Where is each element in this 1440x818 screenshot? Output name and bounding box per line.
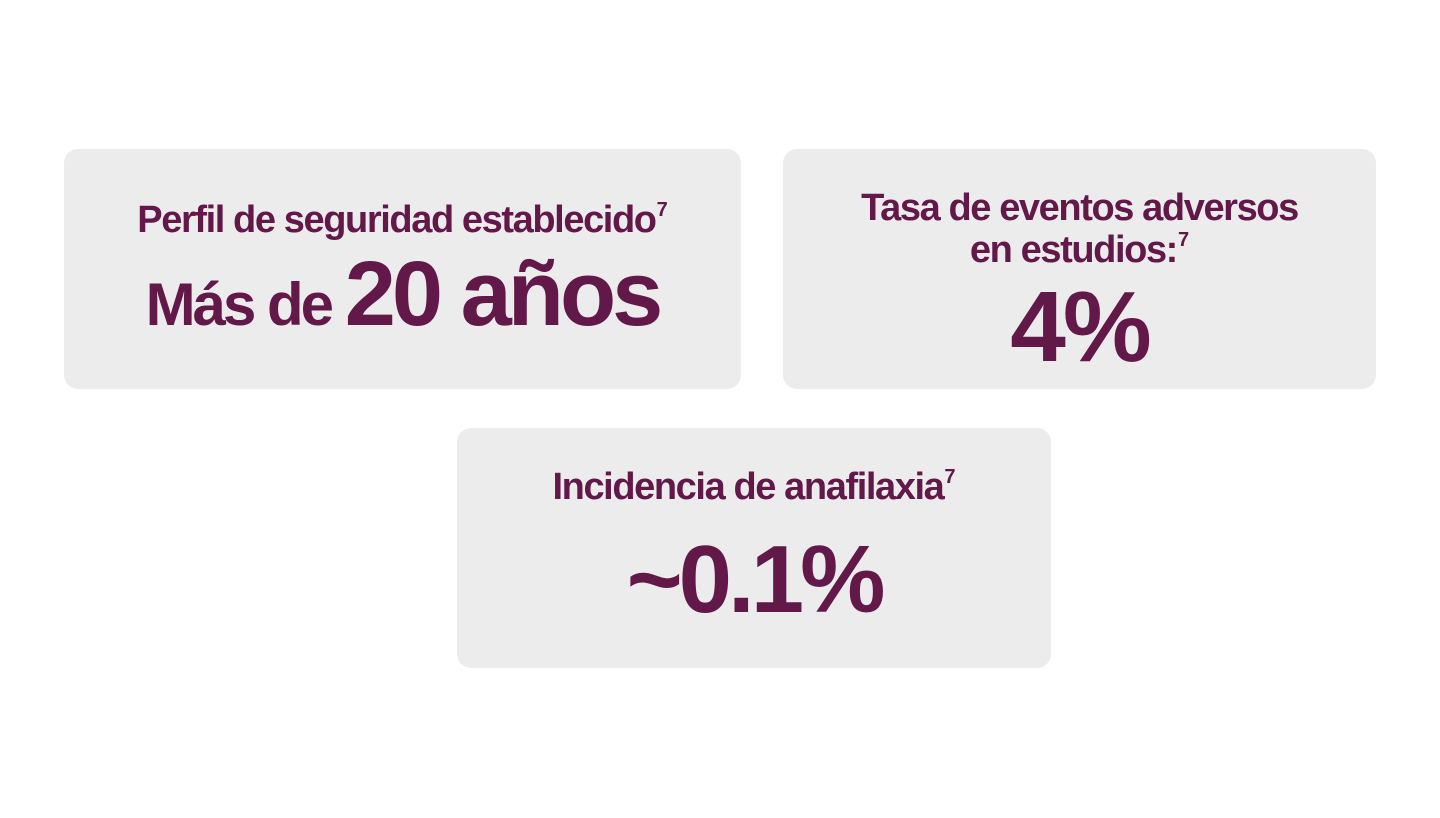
stat-label-adverse-events: Tasa de eventos adversos en estudios:7	[861, 187, 1299, 271]
stat-label-safety-profile: Perfil de seguridad establecido7	[137, 199, 668, 241]
footnote-reference: 7	[1177, 229, 1190, 251]
stat-value-prefix: Más de	[145, 271, 345, 338]
stat-value-main: 20 años	[344, 243, 664, 345]
stat-card-adverse-events: Tasa de eventos adversos en estudios:7 4%	[783, 149, 1376, 389]
stat-value-safety-profile: Más de 20 años	[64, 248, 741, 340]
stat-card-anaphylaxis: Incidencia de anafilaxia7 ~0.1%	[457, 428, 1051, 668]
footnote-reference: 7	[656, 199, 668, 221]
stat-value-anaphylaxis: ~0.1%	[626, 526, 886, 633]
stat-label-anaphylaxis: Incidencia de anafilaxia7	[552, 466, 956, 508]
footnote-reference: 7	[944, 466, 956, 488]
stat-value-adverse-events: 4%	[1010, 271, 1152, 383]
stat-card-safety-profile: Perfil de seguridad establecido7 Más de …	[64, 149, 741, 389]
